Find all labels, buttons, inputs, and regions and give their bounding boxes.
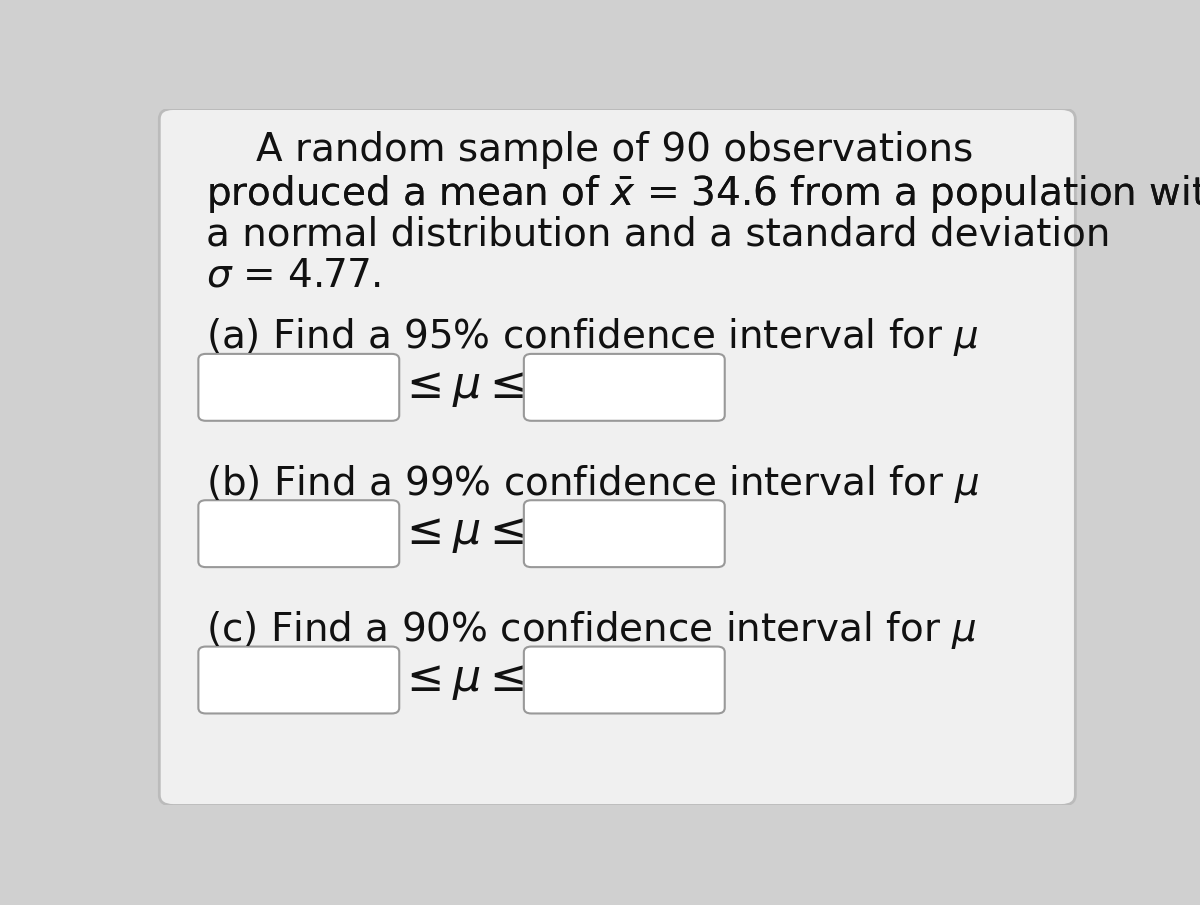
Text: (c) Find a 90% confidence interval for $\it{\mu}$: (c) Find a 90% confidence interval for $… [206,609,976,651]
Text: produced a mean of $\it{x}$ = 34.6 from a population with: produced a mean of $\it{x}$ = 34.6 from … [206,173,1200,214]
Text: $\it{\sigma}$ = 4.77.: $\it{\sigma}$ = 4.77. [206,257,380,295]
FancyBboxPatch shape [198,500,400,567]
FancyBboxPatch shape [198,354,400,421]
Text: $\leq \mu \leq$: $\leq \mu \leq$ [398,659,524,701]
Text: (b) Find a 99% confidence interval for $\it{\mu}$: (b) Find a 99% confidence interval for $… [206,462,979,504]
FancyBboxPatch shape [524,354,725,421]
FancyBboxPatch shape [198,646,400,713]
Text: A random sample of 90 observations: A random sample of 90 observations [257,131,973,169]
FancyBboxPatch shape [160,109,1075,805]
Text: $\leq \mu \leq$: $\leq \mu \leq$ [398,512,524,555]
FancyBboxPatch shape [524,646,725,713]
Text: $\leq \mu \leq$: $\leq \mu \leq$ [398,366,524,409]
FancyBboxPatch shape [524,500,725,567]
Text: produced a mean of $\bar{x}$ = 34.6 from a population with: produced a mean of $\bar{x}$ = 34.6 from… [206,173,1200,214]
Text: (a) Find a 95% confidence interval for $\it{\mu}$: (a) Find a 95% confidence interval for $… [206,316,979,358]
Text: a normal distribution and a standard deviation: a normal distribution and a standard dev… [206,215,1110,253]
